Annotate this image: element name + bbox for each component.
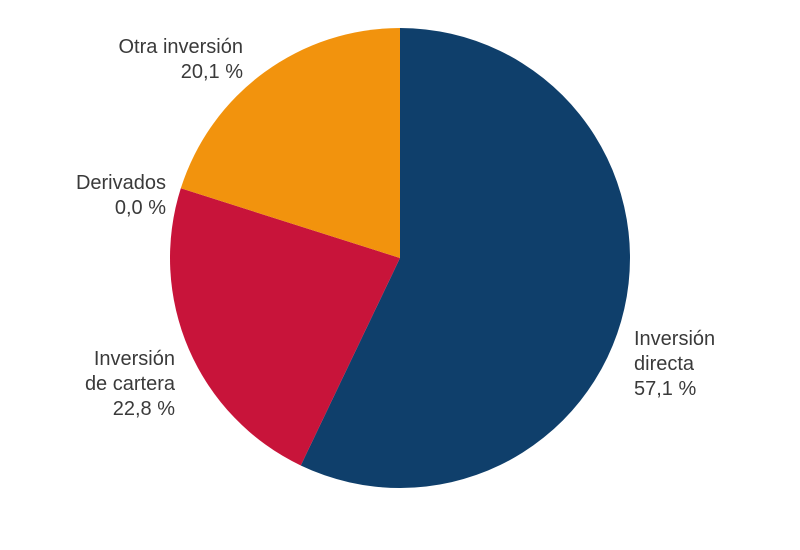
label-derivados: Derivados 0,0 % bbox=[75, 172, 166, 219]
pie-slice-otra bbox=[180, 28, 400, 258]
label-otra-inversion: Otra inversión 20,1 % bbox=[118, 36, 244, 83]
pie-slice-directa bbox=[300, 28, 630, 488]
label-inversion-de-cartera: Inversión de cartera 22,8 % bbox=[84, 348, 175, 420]
pie-slice-cartera bbox=[169, 188, 400, 466]
label-inversion-directa: Inversión directa 57,1 % bbox=[634, 328, 716, 400]
